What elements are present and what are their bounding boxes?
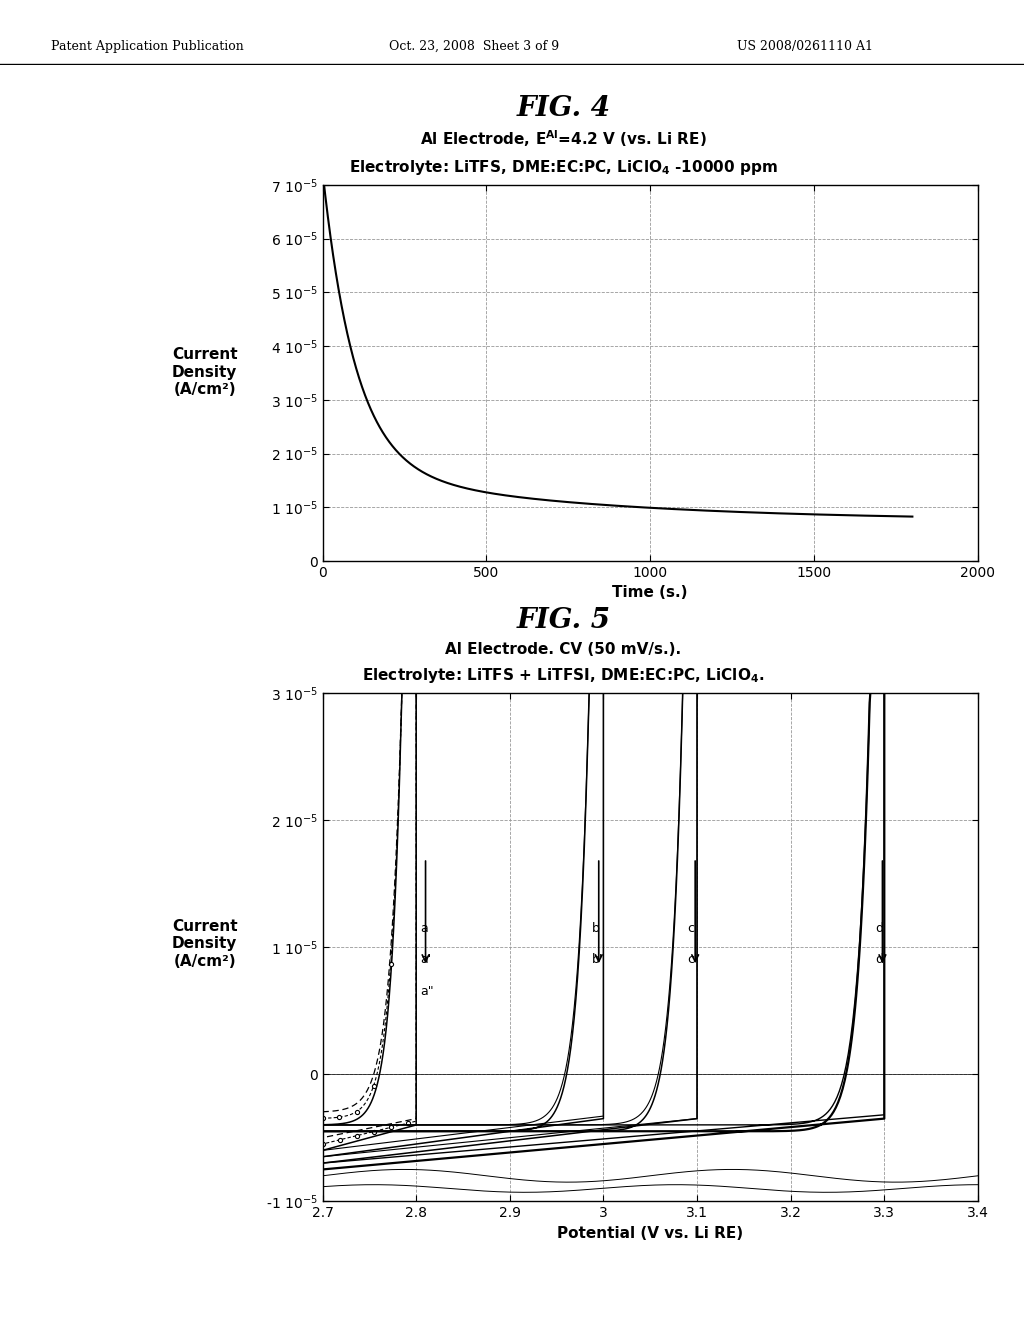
Text: FIG. 4: FIG. 4	[516, 95, 610, 121]
Text: Patent Application Publication: Patent Application Publication	[51, 40, 244, 53]
Text: Current
Density
(A/cm²): Current Density (A/cm²)	[172, 919, 238, 969]
Text: a: a	[420, 921, 428, 935]
Text: Electrolyte: LiTFS, DME:EC:PC, LiClO$_{\mathbf{4}}$ -10000 ppm: Electrolyte: LiTFS, DME:EC:PC, LiClO$_{\…	[349, 158, 777, 177]
Text: Oct. 23, 2008  Sheet 3 of 9: Oct. 23, 2008 Sheet 3 of 9	[389, 40, 559, 53]
Text: b: b	[592, 921, 600, 935]
Text: Al Electrode, E$^{\mathbf{Al}}$=4.2 V (vs. Li RE): Al Electrode, E$^{\mathbf{Al}}$=4.2 V (v…	[420, 128, 707, 149]
X-axis label: Potential (V vs. Li RE): Potential (V vs. Li RE)	[557, 1225, 743, 1241]
Text: a': a'	[420, 953, 431, 966]
Text: US 2008/0261110 A1: US 2008/0261110 A1	[737, 40, 873, 53]
Text: c': c'	[688, 953, 698, 966]
Text: Current
Density
(A/cm²): Current Density (A/cm²)	[172, 347, 238, 397]
Text: d': d'	[874, 953, 887, 966]
Text: b': b'	[592, 953, 603, 966]
Text: Electrolyte: LiTFS + LiTFSI, DME:EC:PC, LiClO$_{\mathbf{4}}$.: Electrolyte: LiTFS + LiTFSI, DME:EC:PC, …	[362, 667, 764, 685]
Text: d: d	[874, 921, 883, 935]
Text: c: c	[688, 921, 694, 935]
X-axis label: Time (s.): Time (s.)	[612, 585, 688, 601]
Text: FIG. 5: FIG. 5	[516, 607, 610, 634]
Text: Al Electrode. CV (50 mV/s.).: Al Electrode. CV (50 mV/s.).	[445, 642, 681, 657]
Text: a": a"	[420, 985, 433, 998]
